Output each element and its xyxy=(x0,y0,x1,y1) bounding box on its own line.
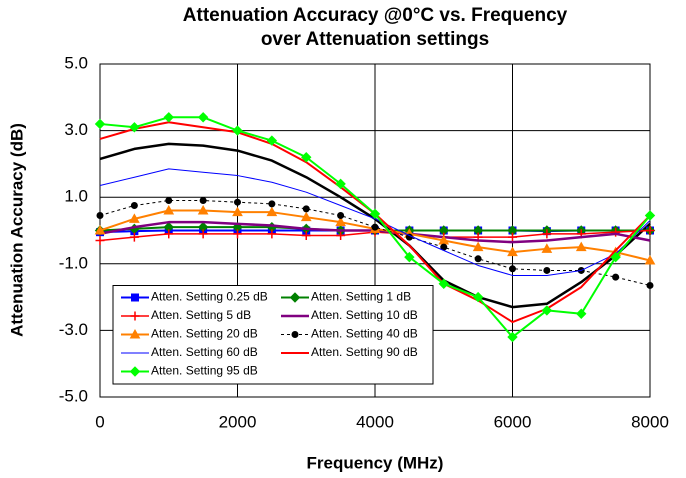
marker xyxy=(507,331,518,343)
marker xyxy=(612,273,620,281)
legend-label: Atten. Setting 5 dB xyxy=(151,308,251,322)
marker xyxy=(233,229,242,239)
marker xyxy=(337,212,345,220)
marker xyxy=(130,202,138,210)
y-tick-label: 3.0 xyxy=(64,120,88,139)
marker xyxy=(611,227,621,237)
marker xyxy=(438,278,449,289)
marker xyxy=(301,230,311,240)
marker xyxy=(610,251,621,263)
x-tick-label: 8000 xyxy=(631,412,669,431)
marker xyxy=(336,230,346,240)
marker xyxy=(163,112,174,123)
marker xyxy=(129,232,139,242)
marker xyxy=(232,206,243,217)
y-tick-label: -5.0 xyxy=(59,386,88,405)
series-line xyxy=(99,200,651,286)
x-tick-label: 4000 xyxy=(356,412,394,431)
marker xyxy=(474,255,482,263)
marker xyxy=(197,112,209,123)
marker xyxy=(131,293,139,302)
marker xyxy=(234,198,241,206)
marker xyxy=(232,125,243,136)
marker xyxy=(645,226,655,235)
marker xyxy=(542,229,552,239)
legend-label: Atten. Setting 95 dB xyxy=(151,364,258,378)
marker xyxy=(94,224,106,235)
marker xyxy=(129,213,140,223)
legend-box xyxy=(112,285,434,385)
marker xyxy=(199,197,207,205)
legend-label: Atten. Setting 10 dB xyxy=(311,308,418,322)
x-tick-label: 6000 xyxy=(494,412,532,431)
marker xyxy=(541,305,553,316)
legend-label: Atten. Setting 60 dB xyxy=(151,345,258,359)
chart-title: over Attenuation settings xyxy=(261,29,489,50)
marker xyxy=(575,241,587,252)
marker xyxy=(472,291,484,303)
marker xyxy=(644,254,656,265)
x-tick-label: 0 xyxy=(95,412,104,431)
y-axis-label: Attenuation Accuracy (dB) xyxy=(7,123,26,337)
marker xyxy=(164,229,174,239)
x-axis-label: Frequency (MHz) xyxy=(307,453,444,472)
legend-label: Atten. Setting 40 dB xyxy=(311,327,418,341)
y-tick-label: -1.0 xyxy=(59,253,88,272)
marker xyxy=(94,118,106,130)
marker xyxy=(130,311,140,321)
marker xyxy=(198,229,208,239)
marker xyxy=(543,266,551,274)
legend-label: Atten. Setting 0.25 dB xyxy=(151,290,268,304)
marker xyxy=(95,235,105,245)
marker xyxy=(371,223,379,231)
marker xyxy=(266,135,278,146)
marker xyxy=(404,251,415,263)
marker xyxy=(576,308,587,319)
marker xyxy=(96,212,104,220)
marker xyxy=(369,208,381,220)
marker xyxy=(335,216,346,227)
marker xyxy=(289,292,301,303)
marker xyxy=(129,122,140,133)
chart-title: Attenuation Accuracy @0°C vs. Frequency xyxy=(183,5,568,26)
marker xyxy=(165,197,173,205)
marker xyxy=(129,366,141,377)
marker xyxy=(646,281,654,289)
marker xyxy=(268,200,276,208)
legend: Atten. Setting 0.25 dB Atten. Setting 1 d… xyxy=(112,285,434,385)
marker xyxy=(267,229,277,239)
marker xyxy=(266,206,278,217)
marker xyxy=(300,211,312,222)
marker xyxy=(508,232,517,242)
marker xyxy=(291,331,299,338)
legend-label: Atten. Setting 90 dB xyxy=(311,345,418,359)
marker xyxy=(507,246,518,257)
marker xyxy=(335,178,346,190)
legend-label: Atten. Setting 20 dB xyxy=(151,327,258,341)
marker xyxy=(472,241,484,252)
marker xyxy=(302,205,310,213)
marker xyxy=(129,328,141,339)
marker xyxy=(301,152,312,163)
y-tick-label: 1.0 xyxy=(64,187,88,206)
marker xyxy=(541,243,553,253)
marker xyxy=(163,205,175,215)
x-tick-label: 2000 xyxy=(219,412,257,431)
marker xyxy=(644,210,656,221)
y-tick-label: -3.0 xyxy=(59,320,88,339)
marker xyxy=(509,265,516,273)
y-tick-label: 5.0 xyxy=(64,53,88,72)
marker xyxy=(197,205,209,215)
legend-label: Atten. Setting 1 dB xyxy=(311,290,411,304)
